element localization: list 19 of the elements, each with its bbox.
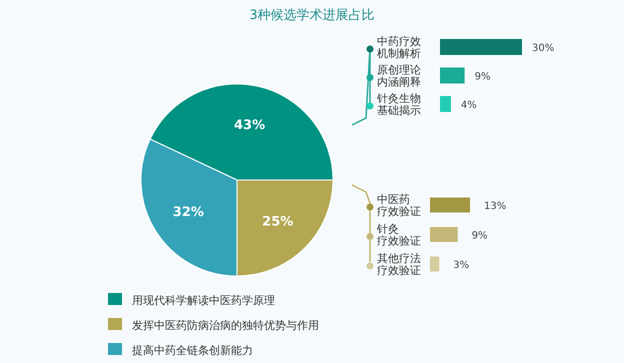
data-label: 3%	[453, 260, 470, 271]
y-tick-label: 针灸生物基础揭示	[376, 92, 421, 117]
data-label: 30%	[532, 43, 554, 54]
data-label: 13%	[484, 201, 506, 212]
y-tick-label: 针灸疗效验证	[376, 222, 421, 248]
data-label: 25%	[262, 214, 294, 230]
y-tick-label: 中药疗效机制解析	[377, 35, 421, 60]
y-tick-label: 原创理论内涵阐释	[377, 64, 421, 88]
data-label: 32%	[172, 204, 204, 220]
data-label: 4%	[460, 100, 477, 111]
legend-label: 用现代科学解读中医药学原理	[132, 294, 275, 307]
y-tick-label: 其他疗法疗效验证	[377, 252, 421, 277]
data-label: 9%	[472, 230, 488, 242]
data-label: 43%	[234, 118, 266, 133]
legend-label: 提高中药全链条创新能力	[132, 344, 253, 357]
y-tick-label: 中医药疗效验证	[377, 193, 421, 218]
data-label: 9%	[474, 72, 490, 82]
chart-title: 3种候选学术进展占比	[249, 8, 375, 23]
legend-label: 发挥中医药防病治病的独特优势与作用	[132, 319, 319, 332]
